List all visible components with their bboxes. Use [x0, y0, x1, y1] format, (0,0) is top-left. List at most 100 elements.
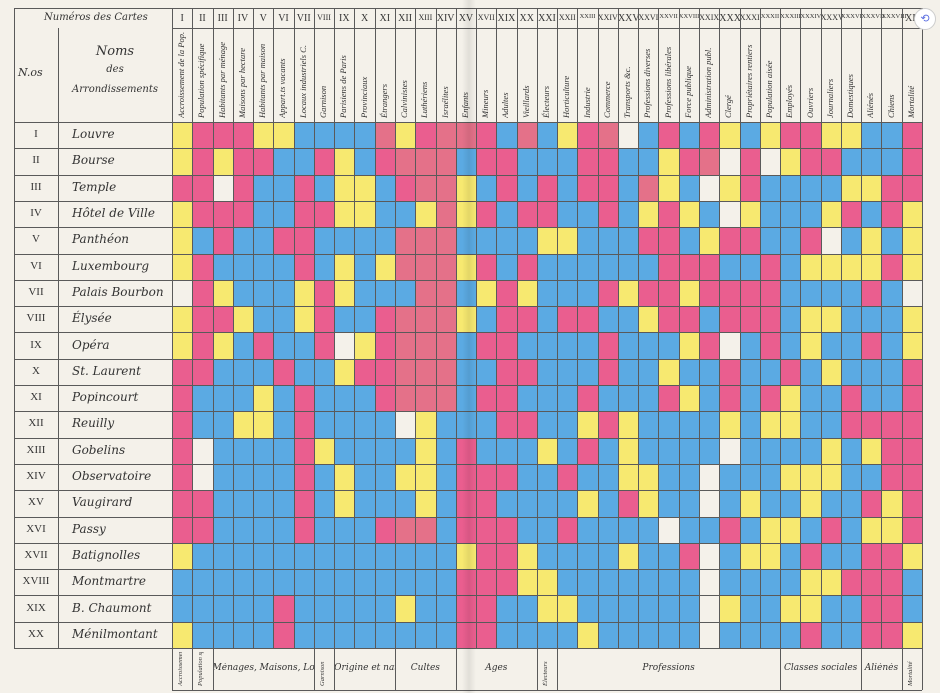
data-cell: [212, 200, 234, 228]
data-cell: [476, 200, 497, 228]
data-cell: [577, 174, 599, 202]
column-number: XL: [905, 13, 919, 24]
grid-line-vertical: [780, 648, 781, 690]
data-cell: [394, 332, 416, 360]
data-cell: [496, 148, 518, 176]
data-cell: [638, 621, 659, 649]
grid-line-vertical: [253, 8, 254, 648]
data-cell: [780, 621, 801, 649]
data-cell: [800, 332, 822, 360]
data-cell: [820, 621, 842, 649]
data-cell: [536, 358, 558, 386]
column-label: Garnison: [318, 85, 329, 118]
data-cell: [293, 542, 315, 570]
grid-line-vertical: [821, 8, 822, 648]
data-cell: [699, 358, 720, 386]
data-cell: [699, 332, 720, 360]
data-cell: [415, 227, 436, 254]
data-cell: [334, 174, 355, 202]
translate-icon[interactable]: ⟲: [914, 8, 936, 30]
data-cell: [800, 358, 822, 386]
data-cell: [354, 358, 376, 386]
grid-line-vertical: [740, 8, 741, 648]
row-number: XVII: [24, 548, 48, 561]
data-cell: [516, 516, 538, 544]
data-cell: [172, 253, 193, 281]
data-cell: [577, 332, 599, 360]
data-cell: [577, 516, 599, 544]
grid-line-vertical: [902, 8, 903, 648]
data-cell: [374, 621, 396, 649]
data-cell: [435, 437, 457, 465]
data-cell: [678, 279, 700, 307]
data-cell: [617, 411, 639, 439]
data-cell: [820, 437, 842, 465]
data-cell: [334, 542, 355, 570]
data-cell: [536, 437, 558, 465]
column-number: IX: [339, 13, 350, 24]
data-cell: [253, 148, 274, 176]
column-number: XI: [379, 13, 391, 24]
data-cell: [881, 490, 903, 517]
data-cell: [192, 463, 214, 491]
data-cell: [455, 200, 477, 228]
data-cell: [901, 174, 923, 202]
data-cell: [719, 385, 741, 412]
row-number: XIX: [26, 601, 46, 614]
data-cell: [719, 253, 741, 281]
data-cell: [476, 122, 497, 149]
data-cell: [476, 306, 497, 333]
data-cell: [354, 621, 376, 649]
data-cell: [334, 595, 355, 623]
row-number: XIII: [26, 443, 46, 456]
data-cell: [293, 621, 315, 649]
data-cell: [374, 385, 396, 412]
data-cell: [455, 174, 477, 202]
data-cell: [536, 306, 558, 333]
data-cell: [800, 437, 822, 465]
data-cell: [617, 569, 639, 596]
data-cell: [861, 385, 882, 412]
data-cell: [739, 411, 761, 439]
grid-line-vertical: [760, 8, 761, 648]
data-cell: [759, 122, 781, 149]
grid-line-vertical: [841, 8, 842, 648]
data-cell: [394, 279, 416, 307]
grid-line-horizontal: [172, 690, 922, 691]
grid-line-horizontal: [172, 28, 922, 29]
row-name: Popincourt: [72, 390, 139, 405]
data-cell: [476, 174, 497, 202]
data-cell: [780, 332, 801, 360]
grid-line-vertical: [314, 8, 315, 648]
data-cell: [658, 490, 680, 517]
data-cell: [638, 516, 659, 544]
data-cell: [394, 148, 416, 176]
data-cell: [597, 621, 619, 649]
data-cell: [212, 148, 234, 176]
grid-line-vertical: [294, 8, 295, 648]
grid-line-horizontal: [14, 280, 922, 281]
data-cell: [192, 253, 214, 281]
data-cell: [232, 595, 254, 623]
data-cell: [273, 227, 295, 254]
data-cell: [293, 227, 315, 254]
data-cell: [840, 358, 862, 386]
data-cell: [455, 332, 477, 360]
data-cell: [253, 174, 274, 202]
data-cell: [678, 490, 700, 517]
data-cell: [557, 174, 578, 202]
data-cell: [334, 437, 355, 465]
grid-line-vertical: [213, 8, 214, 648]
column-label: Ouvriers: [804, 87, 815, 118]
data-cell: [881, 569, 903, 596]
data-cell: [172, 542, 193, 570]
column-label: Commerce: [601, 81, 612, 118]
column-number: XV: [458, 13, 474, 24]
data-cell: [699, 279, 720, 307]
data-cell: [638, 542, 659, 570]
data-cell: [536, 122, 558, 149]
data-cell: [455, 569, 477, 596]
data-cell: [313, 411, 335, 439]
data-cell: [516, 358, 538, 386]
data-cell: [739, 516, 761, 544]
